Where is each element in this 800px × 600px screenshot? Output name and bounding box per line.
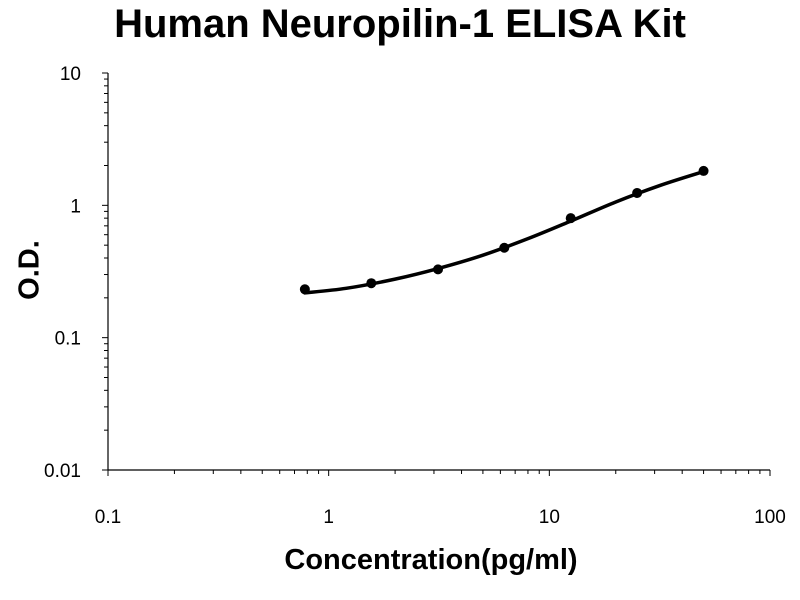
- x-tick-label: 1: [323, 507, 334, 528]
- y-tick-label: 0.01: [44, 461, 81, 482]
- data-point: [698, 165, 709, 176]
- x-tick-label: 100: [754, 507, 786, 528]
- data-point: [565, 213, 576, 224]
- y-tick-label: 0.1: [55, 329, 81, 350]
- data-point: [499, 242, 510, 253]
- data-point: [366, 278, 377, 289]
- trendline: [303, 169, 706, 295]
- trendline-layer: [303, 169, 706, 295]
- y-tick-label: 1: [70, 196, 81, 217]
- y-tick-label: 10: [60, 64, 81, 85]
- ticks: [102, 72, 771, 476]
- data-point: [299, 284, 310, 295]
- x-tick-label: 0.1: [95, 507, 121, 528]
- x-tick-label: 10: [539, 507, 560, 528]
- points-layer: [299, 165, 709, 295]
- y-axis-title: O.D.: [13, 240, 46, 300]
- x-axis-title: Concentration(pg/ml): [284, 544, 578, 576]
- data-point: [433, 264, 444, 275]
- data-point: [632, 187, 643, 198]
- axes: [107, 73, 770, 471]
- tick-labels: 0.1 1 10 100 10 1 0.1 0.01: [44, 64, 786, 528]
- chart-title: Human Neuropilin-1 ELISA Kit: [114, 2, 686, 46]
